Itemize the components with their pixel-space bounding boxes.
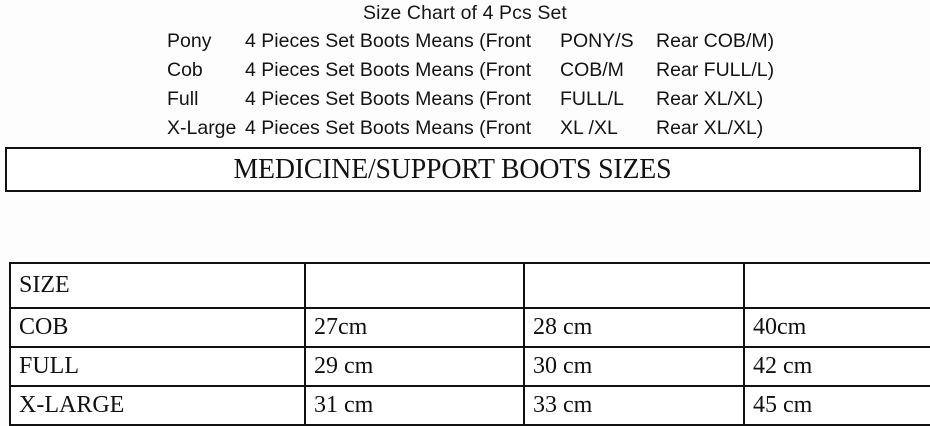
description-means-text: 4 Pieces Set Boots Means (Front [245, 117, 532, 139]
description-front-size: FULL/L [560, 88, 624, 110]
description-size-label: Pony [167, 30, 212, 52]
table-row: X-LARGE 31 cm 33 cm 45 cm [9, 385, 930, 426]
list-item: Cob 4 Pieces Set Boots Means (Front COB/… [167, 59, 847, 88]
description-means-text: 4 Pieces Set Boots Means (Front [245, 30, 532, 52]
table-cell-size-label: FULL [9, 346, 306, 387]
description-size-label: Full [167, 88, 199, 110]
description-means-text: 4 Pieces Set Boots Means (Front [245, 88, 532, 110]
description-front-size: COB/M [560, 59, 624, 81]
table-header-col-a [304, 262, 525, 309]
table-header-row: SIZE [9, 262, 930, 309]
size-table: SIZE COB 27cm 28 cm 40cm FULL 29 cm 30 c… [9, 262, 930, 426]
table-cell-size-label: COB [9, 307, 306, 348]
table-header-col-c [743, 262, 930, 309]
list-item: X-Large 4 Pieces Set Boots Means (Front … [167, 117, 847, 146]
banner-box: MEDICINE/SUPPORT BOOTS SIZES [5, 147, 921, 192]
description-means-text: 4 Pieces Set Boots Means (Front [245, 59, 532, 81]
table-cell-value-c: 42 cm [743, 346, 930, 387]
list-item: Full 4 Pieces Set Boots Means (Front FUL… [167, 88, 847, 117]
list-item: Pony 4 Pieces Set Boots Means (Front PON… [167, 30, 847, 59]
table-cell-value-c: 45 cm [743, 385, 930, 426]
table-header-col-b [523, 262, 745, 309]
table-cell-value-a: 31 cm [304, 385, 525, 426]
table-cell-value-b: 33 cm [523, 385, 745, 426]
banner-heading: MEDICINE/SUPPORT BOOTS SIZES [233, 153, 672, 185]
description-front-size: PONY/S [560, 30, 634, 52]
description-rear-size: Rear XL/XL) [656, 88, 764, 110]
description-size-label: Cob [167, 59, 203, 81]
description-front-size: XL /XL [560, 117, 618, 139]
table-header-size: SIZE [9, 262, 306, 309]
table-row: FULL 29 cm 30 cm 42 cm [9, 346, 930, 387]
description-rear-size: Rear COB/M) [656, 30, 775, 52]
description-rear-size: Rear FULL/L) [656, 59, 775, 81]
table-cell-value-c: 40cm [743, 307, 930, 348]
description-size-label: X-Large [167, 117, 237, 139]
table-cell-value-a: 29 cm [304, 346, 525, 387]
table-cell-value-b: 28 cm [523, 307, 745, 348]
table-cell-value-a: 27cm [304, 307, 525, 348]
table-row: COB 27cm 28 cm 40cm [9, 307, 930, 348]
table-cell-size-label: X-LARGE [9, 385, 306, 426]
table-cell-value-b: 30 cm [523, 346, 745, 387]
page-title: Size Chart of 4 Pcs Set [363, 2, 567, 24]
description-rear-size: Rear XL/XL) [656, 117, 764, 139]
description-list: Pony 4 Pieces Set Boots Means (Front PON… [167, 30, 847, 146]
